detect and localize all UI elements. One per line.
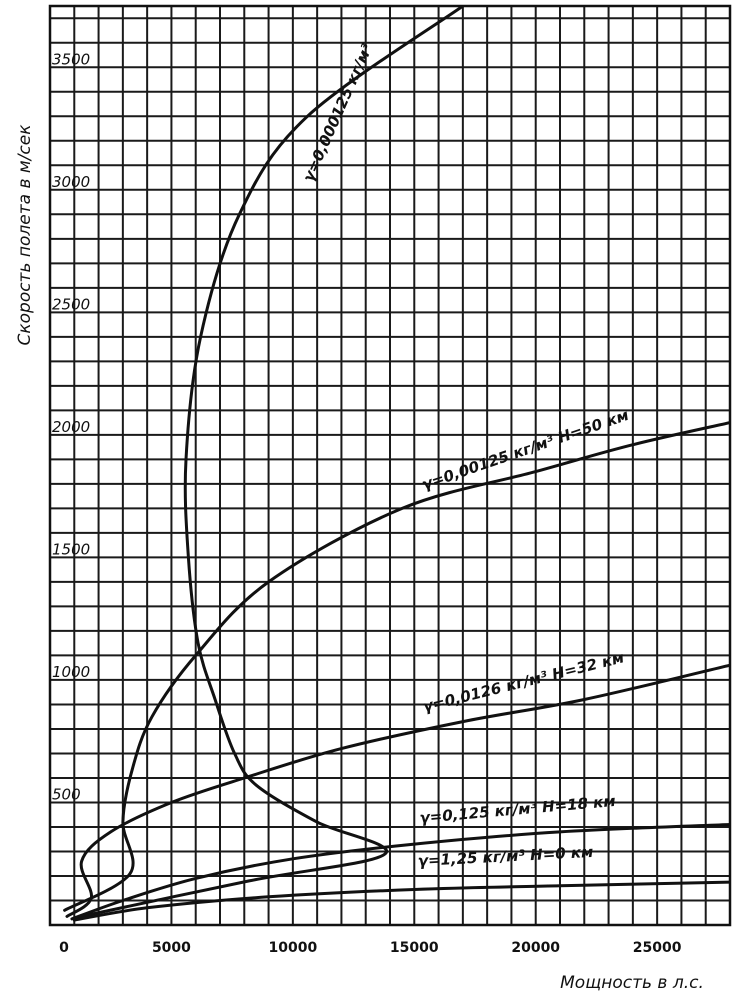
curve-layer <box>63 6 730 922</box>
curve-label-gamma-0125: γ=0,125 кг/м³ H=18 км <box>419 792 616 827</box>
y-tick-label: 2000 <box>52 418 90 436</box>
tick-layer: 500 1000 1500 2000 2500 3000 3500 0 5000 10000 150… <box>52 50 682 956</box>
plot-frame <box>48 4 732 927</box>
x-tick-label: 5000 <box>152 940 191 956</box>
y-tick-label: 3500 <box>52 50 90 68</box>
x-tick-label: 10000 <box>268 940 317 956</box>
curve-label-gamma-000125: γ=0,00125 кг/м³ H=50 км <box>419 406 631 494</box>
y-tick-label: 500 <box>52 785 81 803</box>
x-tick-label: 15000 <box>390 940 439 956</box>
series-line-4 <box>70 823 730 921</box>
y-tick-label: 2500 <box>52 295 90 313</box>
curve-label-gamma-00126: γ=0,0126 кг/м³ H=32 км <box>421 648 626 716</box>
y-axis-title: Скорость полета в м/сек <box>15 124 35 346</box>
x-axis-title: Мощность в л.с. <box>560 973 704 993</box>
series-line-5 <box>72 880 730 922</box>
curve-label-gamma-125: γ=1,25 кг/м³ H=0 км <box>417 843 593 870</box>
grid-layer <box>48 4 732 927</box>
x-tick-label: 0 <box>59 940 69 956</box>
series-line-3 <box>65 663 730 918</box>
x-tick-label: 25000 <box>633 940 682 956</box>
series-line-1 <box>74 6 465 920</box>
x-tick-label: 20000 <box>511 940 560 956</box>
y-tick-label: 1500 <box>52 540 90 558</box>
y-tick-label: 3000 <box>52 173 90 191</box>
series-line-2 <box>63 421 730 912</box>
y-tick-label: 1000 <box>52 663 90 681</box>
